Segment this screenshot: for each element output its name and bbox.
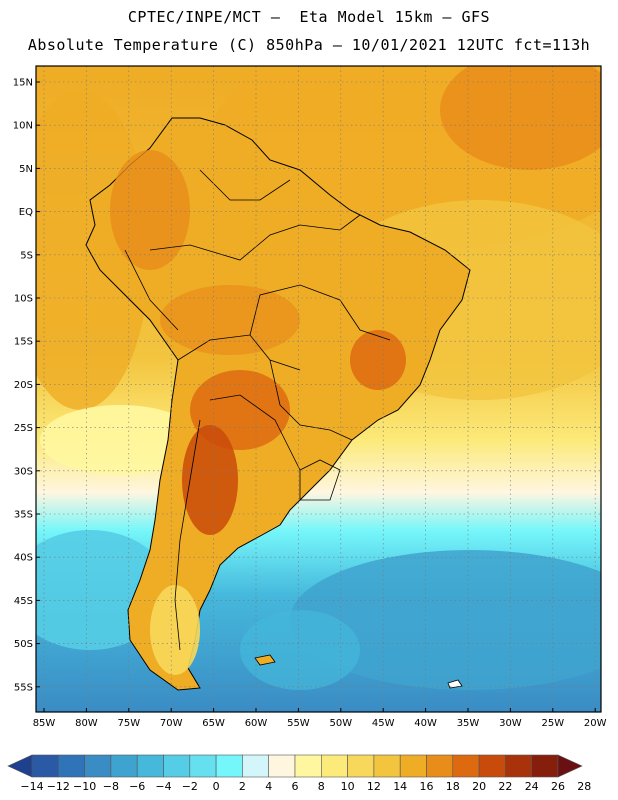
- colorbar-swatch: [320, 754, 348, 778]
- colorbar-tick-label: −14: [20, 780, 43, 793]
- colorbar-swatch: [163, 754, 191, 778]
- lat-label: 20S: [14, 380, 33, 391]
- colorbar-swatch: [531, 754, 559, 778]
- colorbar-swatch: [189, 754, 217, 778]
- lon-label: 80W: [75, 718, 98, 729]
- temperature-field: [36, 66, 601, 712]
- lon-label: 25W: [541, 718, 564, 729]
- lat-label: 15N: [13, 78, 33, 89]
- title-line-1: CPTEC/INPE/MCT – Eta Model 15km – GFS: [127, 8, 491, 26]
- colorbar-tick-label: 18: [446, 780, 460, 793]
- lat-label: 5S: [20, 250, 33, 261]
- colorbar-min-arrow: [7, 754, 33, 778]
- lon-label: 65W: [202, 718, 225, 729]
- colorbar-max-arrow: [557, 754, 583, 778]
- colorbar-tick-label: 20: [472, 780, 486, 793]
- colorbar-tick-label: −2: [182, 780, 198, 793]
- title-line-2: Absolute Temperature (C) 850hPa – 10/01/…: [27, 36, 591, 54]
- lat-label: 10N: [13, 121, 33, 132]
- lon-label: 50W: [329, 718, 352, 729]
- colorbar-swatch: [478, 754, 506, 778]
- lon-label: 35W: [457, 718, 480, 729]
- lon-label: 55W: [287, 718, 310, 729]
- colorbar-tick-label: 16: [420, 780, 434, 793]
- colorbar-swatch: [57, 754, 85, 778]
- colorbar-tick-label: 0: [213, 780, 220, 793]
- lon-label: 70W: [160, 718, 183, 729]
- lat-label: 50S: [14, 639, 33, 650]
- colorbar-swatch: [452, 754, 480, 778]
- lon-label: 85W: [33, 718, 56, 729]
- lat-label: 30S: [14, 466, 33, 477]
- colorbar-swatch: [110, 754, 138, 778]
- lat-label: 35S: [14, 510, 33, 521]
- lat-label: 25S: [14, 423, 33, 434]
- colorbar-tick-label: −10: [73, 780, 96, 793]
- lon-label: 30W: [499, 718, 522, 729]
- colorbar-swatch: [136, 754, 164, 778]
- colorbar-swatch: [399, 754, 427, 778]
- colorbar-tick-label: 2: [239, 780, 246, 793]
- lon-label: 45W: [372, 718, 395, 729]
- colorbar-tick-label: 10: [341, 780, 355, 793]
- colorbar-tick-label: 8: [318, 780, 325, 793]
- colorbar-swatch: [426, 754, 454, 778]
- colorbar-tick-label: 4: [265, 780, 272, 793]
- lon-label: 40W: [414, 718, 437, 729]
- colorbar-swatch: [215, 754, 243, 778]
- colorbar-swatch: [294, 754, 322, 778]
- colorbar-tick-label: −4: [155, 780, 171, 793]
- country-borders: [124, 169, 391, 651]
- longitude-axis: 85W 80W 75W 70W 65W 60W 55W 50W 45W 40W 35W 30W 25W 2…: [33, 708, 607, 729]
- colorbar-swatch: [84, 754, 112, 778]
- colorbar-tick-label: 22: [498, 780, 512, 793]
- colorbar-tick-label: −6: [129, 780, 145, 793]
- lat-label: 40S: [14, 553, 33, 564]
- colorbar-swatch: [373, 754, 401, 778]
- lon-label: 20W: [584, 718, 607, 729]
- colorbar-tick-label: 12: [367, 780, 381, 793]
- colorbar-swatch: [347, 754, 375, 778]
- colorbar-tick-label: 14: [393, 780, 407, 793]
- colorbar-swatch: [31, 754, 59, 778]
- colorbar: [7, 754, 583, 778]
- colorbar-swatch: [242, 754, 269, 778]
- lat-label: 5N: [19, 164, 33, 175]
- colorbar-labels: −14 −12 −10 −8 −6 −4 −2 0 2 4 6 8 10 12 14 16 18 20 22 24 26…: [20, 780, 591, 793]
- lat-label: EQ: [19, 207, 33, 218]
- lon-label: 75W: [117, 718, 140, 729]
- colorbar-tick-label: −12: [47, 780, 70, 793]
- lat-label: 55S: [14, 682, 33, 693]
- colorbar-swatch: [268, 754, 296, 778]
- colorbar-tick-label: −8: [103, 780, 119, 793]
- colorbar-tick-label: 24: [525, 780, 539, 793]
- colorbar-tick-label: 26: [551, 780, 565, 793]
- lon-label: 60W: [245, 718, 268, 729]
- colorbar-tick-label: 28: [577, 780, 591, 793]
- colorbar-tick-label: 6: [292, 780, 299, 793]
- lat-label: 15S: [14, 337, 33, 348]
- latitude-axis: 15N 10N 5N EQ 5S 10S 15S 20S 25S 30S 35S 40S 45S 50S 5…: [13, 78, 40, 693]
- map-frame: [35, 65, 602, 713]
- colorbar-swatch: [505, 754, 532, 778]
- lat-label: 10S: [14, 294, 33, 305]
- lat-label: 45S: [14, 596, 33, 607]
